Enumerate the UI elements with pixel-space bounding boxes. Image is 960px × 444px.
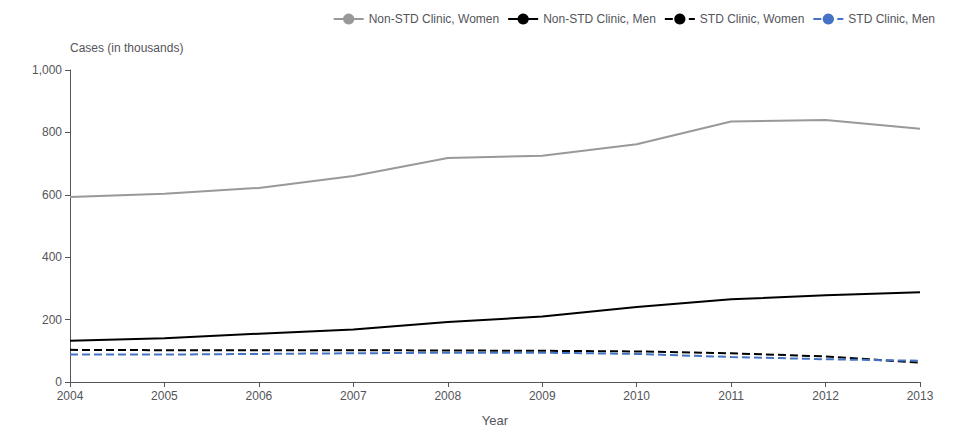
svg-text:Non-STD Clinic, Men: Non-STD Clinic, Men bbox=[543, 12, 656, 26]
svg-text:2004: 2004 bbox=[57, 389, 84, 403]
svg-text:0: 0 bbox=[55, 375, 62, 389]
svg-text:2011: 2011 bbox=[718, 389, 744, 403]
svg-text:STD Clinic, Women: STD Clinic, Women bbox=[700, 12, 804, 26]
svg-text:STD Clinic, Men: STD Clinic, Men bbox=[848, 12, 935, 26]
svg-text:1,000: 1,000 bbox=[32, 63, 62, 77]
svg-text:2009: 2009 bbox=[529, 389, 556, 403]
svg-text:2010: 2010 bbox=[623, 389, 650, 403]
svg-text:2006: 2006 bbox=[246, 389, 273, 403]
svg-text:400: 400 bbox=[42, 250, 62, 264]
svg-text:2012: 2012 bbox=[812, 389, 839, 403]
svg-text:Cases (in thousands): Cases (in thousands) bbox=[70, 41, 183, 55]
svg-text:600: 600 bbox=[42, 188, 62, 202]
svg-text:2005: 2005 bbox=[151, 389, 178, 403]
svg-text:Year: Year bbox=[482, 413, 509, 428]
svg-text:200: 200 bbox=[42, 313, 62, 327]
svg-text:800: 800 bbox=[42, 125, 62, 139]
svg-text:2013: 2013 bbox=[907, 389, 934, 403]
svg-text:2008: 2008 bbox=[434, 389, 461, 403]
svg-text:2007: 2007 bbox=[340, 389, 367, 403]
svg-text:Non-STD Clinic, Women: Non-STD Clinic, Women bbox=[369, 12, 499, 26]
